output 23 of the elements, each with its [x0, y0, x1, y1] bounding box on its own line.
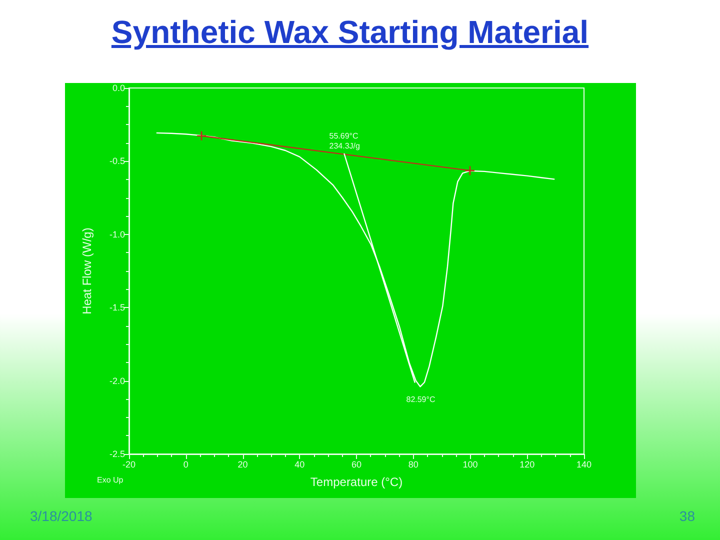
x-tick-label: 40	[294, 460, 305, 470]
annotation: 82.59°C	[406, 395, 436, 404]
x-tick-label: 140	[576, 460, 592, 470]
x-tick-label: 0	[183, 460, 188, 470]
y-tick-label: -2.0	[109, 376, 125, 386]
text: 38	[679, 508, 696, 524]
y-tick-label: 0.0	[112, 83, 125, 93]
x-tick-label: 120	[520, 460, 535, 470]
x-tick-label: 80	[408, 460, 418, 470]
y-tick-label: -1.5	[109, 302, 125, 313]
y-tick-label: -1.0	[109, 229, 125, 240]
y-tick-label: -2.5	[109, 449, 125, 459]
x-tick-label: -20	[122, 460, 136, 470]
annotation: 55.69°C 234.3J/g	[329, 131, 360, 150]
text: 3/18/2018	[30, 508, 92, 524]
chart-title: Synthetic Wax Starting Material	[110, 14, 590, 51]
x-tick-label: 100	[462, 460, 478, 470]
y-axis-title: Heat Flow (W/g)	[80, 228, 94, 314]
x-tick-label: 20	[238, 460, 248, 470]
text: Exo Up	[97, 476, 124, 484]
x-tick-label: 60	[351, 460, 362, 470]
y-tick-label: -0.5	[109, 156, 125, 166]
x-axis-title: Temperature (°C)	[310, 475, 403, 489]
